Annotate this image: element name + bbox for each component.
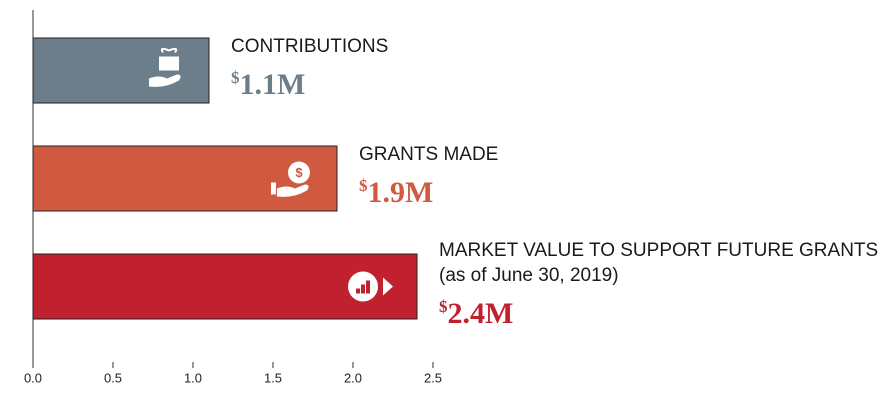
icon-part: [159, 56, 179, 71]
bar: [32, 145, 338, 212]
icon-part: [361, 284, 365, 294]
x-tick-label: 2.0: [344, 370, 362, 385]
category-label: CONTRIBUTIONS: [231, 36, 389, 57]
icon-part: [277, 184, 309, 197]
x-tick-label: 0.5: [104, 370, 122, 385]
icon-part: [288, 161, 310, 184]
x-tick-label: 2.5: [424, 370, 442, 385]
bar-icon: [149, 47, 181, 87]
category-label: MARKET VALUE TO SUPPORT FUTURE GRANTS (a…: [439, 240, 879, 286]
icon-part: [356, 288, 360, 294]
x-tick-label: 1.5: [264, 370, 282, 385]
category-label: GRANTS MADE: [359, 144, 499, 165]
value-label: $1.1M: [231, 68, 306, 101]
icon-part: [149, 74, 181, 87]
bar: [32, 37, 210, 104]
value-label: $1.9M: [359, 176, 434, 209]
x-tick-label: 1.0: [184, 370, 202, 385]
icon-part: [271, 182, 276, 195]
x-tick-label: 0.0: [24, 370, 42, 385]
icon-part: [160, 47, 178, 54]
icon-part: [366, 280, 370, 294]
icon-part: $: [295, 165, 303, 180]
value-label: $2.4M: [439, 297, 514, 330]
bar-icon: $: [271, 161, 310, 197]
bar-icon: [348, 271, 393, 302]
icon-part: [383, 277, 393, 296]
